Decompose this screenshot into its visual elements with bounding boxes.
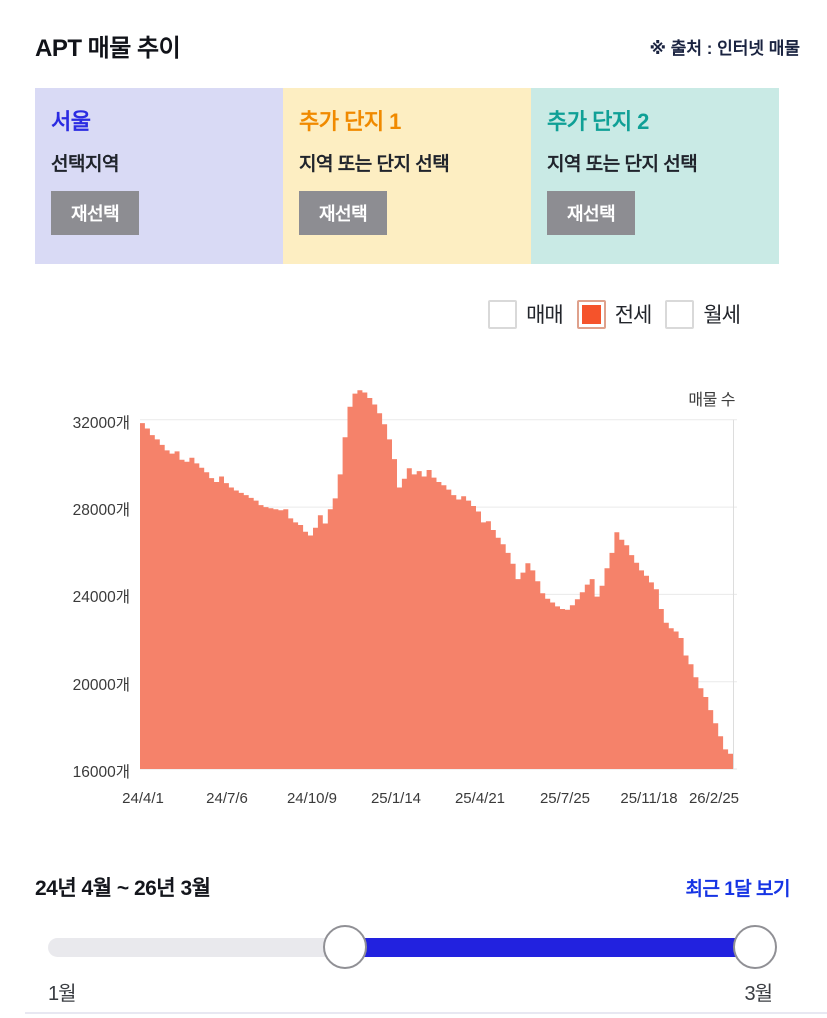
x-tick-label: 24/4/1 bbox=[122, 790, 164, 807]
reselect-button[interactable]: 재선택 bbox=[299, 191, 388, 235]
reselect-button[interactable]: 재선택 bbox=[547, 191, 636, 235]
slider-min-label: 1월 bbox=[48, 983, 77, 1005]
recent-month-button[interactable]: 최근 1달 보기 bbox=[685, 874, 790, 901]
card-title: 추가 단지 1 bbox=[299, 109, 401, 134]
card-title: 서울 bbox=[51, 109, 91, 134]
legend-item-jeonse: 전세 bbox=[576, 299, 653, 329]
date-range-label: 24년 4월 ~ 26년 3월 bbox=[35, 877, 211, 900]
x-axis-labels: 24/4/1 24/7/6 24/10/9 25/1/14 25/4/21 25/7/25… bbox=[0, 790, 827, 812]
reselect-button[interactable]: 재선택 bbox=[51, 191, 140, 235]
legend-label[interactable]: 월세 bbox=[703, 304, 741, 327]
slider-handle-right[interactable] bbox=[733, 925, 778, 969]
date-range-slider bbox=[48, 925, 778, 969]
y-tick-label: 28000개 bbox=[72, 502, 130, 520]
y-tick-label: 16000개 bbox=[72, 764, 130, 781]
legend-item-wolse: 월세 bbox=[665, 299, 741, 329]
chart-unit-label: 매물 수 bbox=[688, 392, 735, 409]
y-tick-label: 20000개 bbox=[72, 676, 130, 694]
x-tick-label: 25/11/18 bbox=[620, 790, 678, 807]
card-subtitle: 선택지역 bbox=[51, 154, 119, 175]
card-extra-complex-1: 추가 단지 1 지역 또는 단지 선택 재선택 bbox=[283, 88, 531, 264]
header: APT 매물 추이 ※ 출처 : 인터넷 매물 bbox=[35, 28, 800, 63]
card-subtitle: 지역 또는 단지 선택 bbox=[299, 154, 450, 175]
card-seoul: 서울 선택지역 재선택 bbox=[35, 88, 283, 264]
slider-minmax-labels: 1월 3월 bbox=[48, 977, 773, 1006]
y-tick-label: 24000개 bbox=[72, 589, 130, 607]
checkbox-wolse[interactable] bbox=[665, 299, 695, 329]
y-tick-label: 32000개 bbox=[72, 414, 130, 432]
page-title: APT 매물 추이 bbox=[35, 35, 181, 62]
selection-cards: 서울 선택지역 재선택 추가 단지 1 지역 또는 단지 선택 재선택 추가 단… bbox=[35, 88, 779, 264]
slider-handle-left[interactable] bbox=[322, 925, 367, 969]
slider-max-label: 3월 bbox=[744, 983, 773, 1005]
x-tick-label: 24/10/9 bbox=[286, 790, 338, 807]
y-axis-labels: 32000개 28000개 24000개 20000개 16000개 bbox=[30, 0, 130, 1018]
listing-type-legend: 매매 전세 월세 bbox=[488, 299, 741, 329]
legend-label[interactable]: 전세 bbox=[614, 304, 653, 327]
bottom-divider bbox=[25, 1012, 827, 1014]
x-tick-label: 24/7/6 bbox=[206, 790, 248, 807]
x-tick-label: 25/1/14 bbox=[370, 790, 422, 807]
card-extra-complex-2: 추가 단지 2 지역 또는 단지 선택 재선택 bbox=[531, 88, 779, 264]
x-tick-label: 26/2/25 bbox=[688, 790, 740, 807]
legend-item-maemae: 매매 bbox=[488, 299, 564, 329]
checkbox-maemae[interactable] bbox=[488, 299, 518, 329]
x-tick-label: 25/4/21 bbox=[454, 790, 506, 807]
card-subtitle: 지역 또는 단지 선택 bbox=[547, 154, 698, 175]
legend-label[interactable]: 매매 bbox=[526, 304, 564, 327]
slider-active-range[interactable] bbox=[344, 938, 755, 957]
listing-trend-area-chart bbox=[140, 390, 737, 770]
x-tick-label: 25/7/25 bbox=[539, 790, 591, 807]
card-title: 추가 단지 2 bbox=[547, 109, 649, 134]
date-range-row: 24년 4월 ~ 26년 3월 최근 1달 보기 bbox=[35, 872, 790, 902]
checkbox-jeonse[interactable] bbox=[576, 299, 606, 329]
source-note: ※ 출처 : 인터넷 매물 bbox=[649, 39, 800, 58]
